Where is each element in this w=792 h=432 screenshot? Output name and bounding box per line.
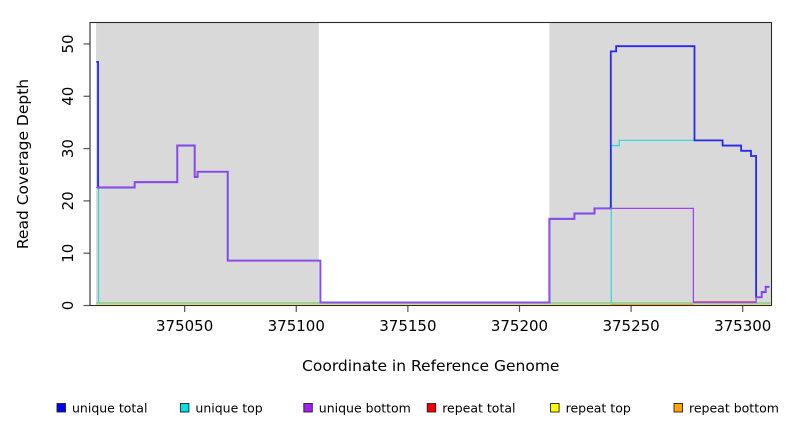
y-tick-label: 10 [59, 244, 77, 263]
y-tick-label: 50 [59, 34, 77, 53]
legend-swatch-unique-bottom [303, 403, 313, 413]
series-unique-bottom-line [96, 144, 770, 304]
x-tick-label: 375150 [379, 317, 436, 335]
x-axis-label: Coordinate in Reference Genome [302, 357, 559, 375]
y-tick-label: 40 [59, 87, 77, 106]
y-tick-label: 0 [59, 301, 77, 311]
shaded-region-2 [549, 22, 771, 305]
x-tick-label: 375200 [491, 317, 548, 335]
x-tick-label: 375100 [268, 317, 325, 335]
y-axis-label: Read Coverage Depth [14, 79, 32, 249]
legend-label-repeat-top: repeat top [566, 401, 631, 416]
legend-label-unique-total: unique total [72, 401, 147, 416]
legend-label-repeat-total: repeat total [442, 401, 515, 416]
legend-swatch-unique-total [56, 403, 66, 413]
legend-label-unique-bottom: unique bottom [319, 401, 411, 416]
legend-label-unique-top: unique top [195, 401, 262, 416]
legend-swatch-repeat-total [426, 403, 437, 413]
legend-label-repeat-bottom: repeat bottom [689, 401, 779, 416]
legend-swatch-unique-top [179, 403, 190, 413]
x-tick-label: 375050 [156, 317, 213, 335]
legend-swatch-repeat-bottom [673, 403, 683, 413]
plot-box [89, 21, 773, 307]
y-tick-label: 20 [59, 191, 77, 210]
x-tick-label: 375300 [714, 317, 771, 335]
legend-swatch-repeat-top [550, 403, 560, 413]
shaded-region-1 [96, 22, 319, 305]
y-tick-label: 30 [59, 139, 77, 158]
x-tick-label: 375250 [602, 317, 659, 335]
